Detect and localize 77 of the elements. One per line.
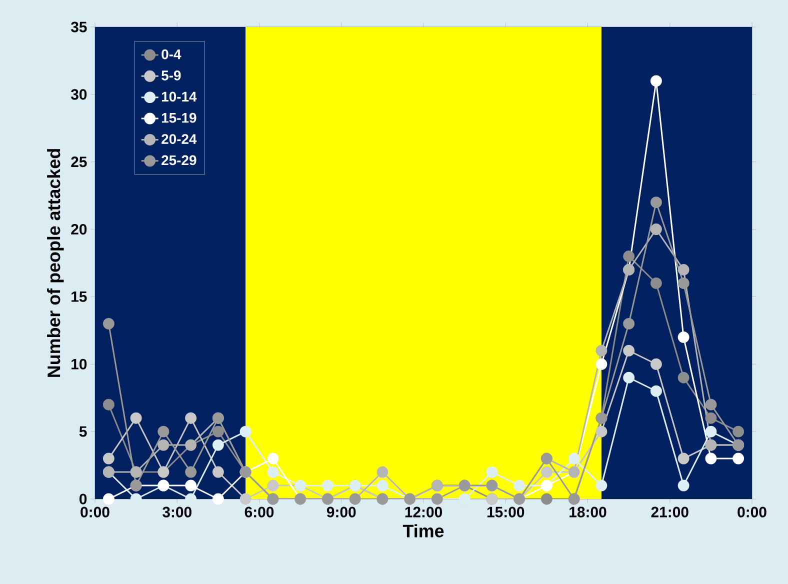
point [623,344,635,356]
point [540,466,552,478]
y-tick-label: 20 [71,224,87,235]
y-tick-label: 5 [79,426,87,437]
x-tick-label: 9:00 [326,506,356,518]
point [130,412,142,424]
legend-label: 0-4 [162,49,182,60]
legend-label: 15-19 [162,112,196,123]
point [322,480,334,492]
point [650,277,662,289]
x-tick-label: 21:00 [651,506,688,518]
point [267,466,279,478]
y-tick-label: 35 [70,22,87,32]
x-tick-label: 0:00 [738,506,766,518]
legend-label: 5-9 [162,70,181,80]
point [650,75,662,87]
point [212,466,224,478]
point [185,480,197,492]
point [705,412,717,424]
point [596,344,608,356]
point [678,480,690,492]
point [158,426,170,438]
y-tick-label: 25 [71,156,87,168]
y-axis-title: Number of people attacked [47,149,64,377]
point [102,398,114,410]
point [678,452,690,464]
point [623,250,635,262]
point [568,452,580,464]
point [212,426,224,438]
point [623,372,635,384]
point [596,480,608,492]
point [678,264,690,276]
legend-label: 25-29 [162,155,196,166]
point [705,426,717,438]
y-tick-label: 10 [72,358,87,370]
point [158,439,170,451]
point [240,426,252,438]
point [732,452,744,464]
point [705,398,717,410]
point [185,412,197,424]
x-tick-label: 3:00 [162,506,192,518]
point [650,358,662,370]
point [102,318,114,330]
point [678,331,690,343]
point [650,196,662,208]
x-tick-label: 6:00 [244,506,274,518]
legend-label: 10-14 [162,92,197,102]
point [267,480,279,492]
x-tick-label: 18:00 [570,506,606,518]
point [212,439,224,451]
point [623,318,635,330]
y-tick-label: 0 [80,494,87,504]
point [596,358,608,370]
point [540,493,552,505]
point [678,277,690,289]
y-tick-label: 15 [72,292,87,302]
point [486,466,498,478]
legend-label: 20-24 [162,134,197,144]
x-tick-label: 0:00 [80,506,110,518]
point [596,426,608,438]
point [102,452,114,464]
point [678,372,690,384]
point [514,480,526,492]
point [212,493,224,505]
point [705,452,717,464]
x-tick-label: 12:00 [405,506,442,518]
point [732,426,744,438]
point [650,385,662,397]
y-tick-label: 30 [70,89,87,100]
point [240,493,252,505]
x-axis-title: Time [402,524,444,538]
point [102,493,114,505]
point [267,452,279,464]
x-tick-label: 15:00 [487,506,524,518]
point [650,224,662,236]
point [376,480,388,492]
point [185,466,197,478]
